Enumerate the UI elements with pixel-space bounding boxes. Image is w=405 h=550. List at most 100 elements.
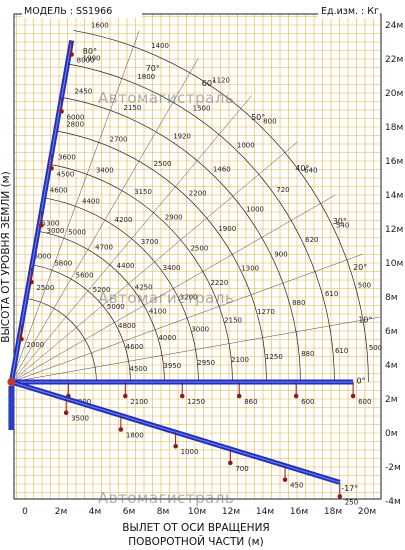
load-label: 1300 [241, 265, 259, 273]
boom-load-label: 8000 [77, 56, 95, 64]
load-label: 4200 [115, 216, 133, 224]
load-label: 1990 [83, 54, 101, 62]
x-axis-title-line1: ВЫЛЕТ ОТ ОСИ ВРАЩЕНИЯ [122, 522, 269, 534]
load-label: 610 [325, 290, 338, 298]
hook [173, 443, 178, 449]
hook [337, 494, 343, 499]
y-tick-label: 22м [385, 55, 403, 65]
load-label: 800 [263, 118, 276, 126]
y-axis-ticks: -4м -2м 0м 2м 4м 6м 8м 10м 12м 14м 16м 18м 20м 22м 24м [385, 21, 403, 507]
load-label: 4250 [135, 283, 153, 291]
load-label: 1900 [218, 225, 236, 233]
load-label: 5300 [42, 219, 60, 227]
load-label: 1600 [91, 21, 109, 29]
load-label: 2150 [224, 317, 242, 325]
hook [282, 477, 288, 482]
load-label: 1270 [257, 308, 275, 316]
angle-ray [14, 253, 363, 382]
load-label: 3700 [141, 238, 159, 246]
boom-load-label: 1250 [187, 398, 205, 406]
boom-load-label: 4500 [57, 170, 75, 178]
load-label: 1800 [137, 73, 155, 81]
load-label: 720 [276, 186, 289, 194]
load-label: 3400 [96, 166, 114, 174]
load-label: 1500 [193, 104, 211, 112]
boom-load-label: 250 [345, 498, 358, 506]
load-label: 500 [358, 281, 371, 289]
plot-frame [13, 13, 382, 500]
model-label: МОДЕЛЬ : SS1966 [24, 6, 112, 17]
boom-load-label: 1800 [126, 431, 144, 439]
load-label: 2450 [74, 87, 92, 95]
angle-label: 80° [83, 47, 97, 56]
model-label-bg [22, 4, 142, 18]
load-label: 500 [369, 344, 382, 352]
x-tick-label: 16м [290, 507, 308, 517]
boom-load-label: 2000 [26, 341, 44, 349]
angle-ray [14, 57, 199, 378]
hook [179, 393, 185, 399]
x-tick-label: 18м [324, 507, 342, 517]
angle-label: 10° [358, 316, 372, 325]
x-tick-label: 14м [256, 507, 274, 517]
load-label: 2200 [189, 190, 207, 198]
angle-label: 50° [251, 113, 265, 122]
load-label: 5600 [76, 272, 94, 280]
angle-ray [14, 194, 336, 381]
load-label: 540 [336, 222, 349, 230]
boom-load-label: 600 [358, 398, 371, 406]
load-label: 4600 [50, 186, 68, 194]
x-tick-label: 12м [222, 507, 240, 517]
load-label: 610 [335, 347, 348, 355]
load-label: 880 [301, 350, 314, 358]
angle-label: 20° [353, 263, 367, 272]
load-label: 900 [274, 250, 287, 258]
y-tick-label: -4м [385, 497, 401, 507]
boom-load-label: 3500 [71, 415, 89, 423]
boom-load-label: 860 [244, 398, 257, 406]
hook [39, 222, 44, 228]
hook [228, 460, 233, 466]
y-axis-title: ВЫСОТА ОТ УРОВНЯ ЗЕМЛИ (м) [0, 171, 12, 342]
load-label: 2700 [110, 135, 128, 143]
hook [123, 393, 128, 399]
angle-labels: 80° 70° 60° 50° 40° 30° 20° 10° 0° -17° [83, 47, 373, 493]
y-tick-label: 16м [385, 157, 403, 167]
x-axis-title-line2: ПОВОРОТНОЙ ЧАСТИ (м) [128, 535, 263, 548]
mast [8, 386, 15, 430]
y-tick-label: 6м [385, 327, 398, 337]
hook [49, 166, 54, 171]
boom-load-label: 600 [301, 398, 314, 406]
load-label: 5000 [107, 303, 125, 311]
load-label: 4600 [126, 343, 144, 351]
x-tick-label: 20м [358, 507, 376, 517]
watermarks: Автомагистраль Автомагистраль Автомагист… [98, 89, 234, 507]
grid [14, 14, 381, 499]
load-label: 4000 [158, 334, 176, 342]
y-tick-label: 8м [385, 293, 398, 303]
hook [118, 427, 124, 432]
load-label: 2900 [165, 214, 183, 222]
y-tick-label: 14м [385, 191, 403, 201]
boom-load-label: 450 [290, 482, 303, 490]
angle-ray [14, 30, 140, 376]
load-label: 3950 [163, 362, 181, 370]
boom-load-label: 6000 [67, 113, 85, 121]
load-label: 1000 [246, 205, 264, 213]
load-label: 3400 [163, 264, 181, 272]
angle-ray [14, 316, 380, 382]
y-tick-label: -2м [385, 463, 401, 473]
angle-ray [14, 95, 252, 380]
watermark-bottom: Автомагистраль [98, 489, 234, 507]
load-label: 3600 [58, 153, 76, 161]
hook [63, 410, 69, 416]
load-label: 2500 [190, 244, 208, 252]
units-label: Ед.изм. : Кг [321, 6, 379, 17]
x-tick-label: 2м [55, 507, 68, 517]
load-label: 5800 [54, 260, 72, 268]
x-axis-ticks: 0 2м 4м 6м 8м 10м 12м 14м 16м 18м 20м [22, 507, 376, 517]
load-label: 2800 [66, 120, 84, 128]
load-label: 3150 [134, 188, 152, 196]
load-label: 1120 [212, 77, 230, 85]
